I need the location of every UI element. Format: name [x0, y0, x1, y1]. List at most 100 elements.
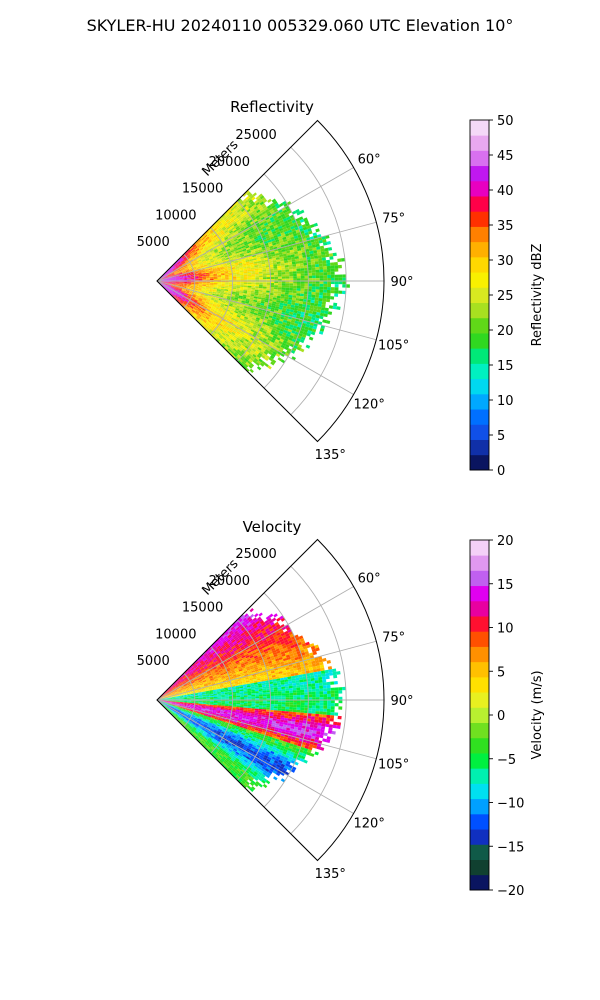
radar-cell	[217, 282, 222, 284]
radar-cell	[224, 217, 229, 222]
radar-cell	[273, 200, 278, 205]
radar-cell	[262, 220, 268, 225]
radar-cell	[197, 259, 202, 262]
radar-cell	[173, 270, 178, 273]
radar-cell	[265, 265, 270, 268]
radar-cell	[181, 269, 186, 272]
radar-cell	[301, 224, 307, 228]
radar-cell	[232, 276, 237, 279]
radar-cell	[178, 272, 183, 275]
radar-cell	[320, 251, 326, 255]
radar-cell	[250, 265, 255, 268]
radar-cell	[226, 262, 231, 265]
radar-cell	[308, 283, 313, 287]
radar-cell	[215, 236, 219, 240]
radar-cell	[277, 283, 282, 286]
radar-cell	[193, 270, 198, 273]
radar-cell	[174, 271, 178, 274]
radar-cell	[294, 237, 299, 242]
radar-cell	[164, 277, 168, 279]
radar-cell	[250, 229, 255, 233]
radar-cell	[219, 252, 224, 256]
radar-cell	[260, 216, 266, 221]
radar-cell	[342, 274, 347, 278]
radar-cell	[189, 253, 194, 256]
radar-cell	[251, 196, 256, 201]
radar-cell	[287, 218, 292, 223]
radar-cell	[243, 277, 248, 280]
radar-cell	[216, 238, 221, 242]
radar-cell	[234, 265, 239, 268]
radar-cell	[221, 257, 226, 260]
radar-cell	[241, 236, 246, 240]
radar-cell	[256, 216, 261, 221]
radar-cell	[201, 269, 205, 271]
radar-cell	[315, 263, 320, 268]
radar-cell	[251, 274, 256, 277]
radar-cell	[206, 231, 211, 236]
radar-cell	[300, 288, 305, 292]
radar-cell	[298, 257, 304, 261]
radar-cell	[274, 219, 280, 223]
radar-cell	[281, 269, 286, 273]
radar-cell	[254, 238, 259, 242]
radar-cell	[201, 242, 205, 247]
radar-cell	[171, 265, 175, 269]
radar-cell	[160, 277, 164, 280]
radar-cell	[263, 222, 269, 227]
radar-cell	[191, 263, 196, 266]
radar-cell	[288, 294, 293, 298]
radar-cell	[281, 283, 286, 286]
radar-cell	[253, 261, 258, 264]
radar-cell	[163, 275, 168, 278]
radar-cell	[311, 291, 316, 295]
radar-cell	[190, 274, 195, 276]
radar-cell	[274, 211, 280, 215]
radar-cell	[165, 271, 170, 275]
radar-cell	[254, 265, 259, 268]
radar-cell	[231, 252, 236, 256]
radar-cell	[286, 216, 291, 221]
radar-cell	[287, 259, 292, 263]
radar-cell	[197, 251, 202, 255]
radar-cell	[269, 264, 274, 268]
radar-cell	[312, 247, 317, 251]
radar-cell	[183, 277, 188, 279]
radar-cell	[247, 285, 252, 288]
radar-cell	[183, 265, 188, 268]
radar-cell	[184, 259, 189, 262]
radar-cell	[302, 226, 308, 231]
radar-cell	[225, 258, 230, 262]
radar-cell	[318, 239, 323, 244]
radar-cell	[236, 220, 241, 225]
radar-cell	[264, 214, 269, 219]
radar-cell	[195, 263, 200, 267]
radar-cell	[238, 248, 243, 252]
radar-cell	[214, 228, 218, 233]
radar-cell	[184, 267, 189, 270]
radar-cell	[245, 195, 250, 200]
radar-cell	[269, 208, 274, 213]
radar-cell	[296, 290, 301, 294]
radar-cell	[272, 232, 278, 237]
radar-cell	[246, 197, 252, 202]
radar-cell	[220, 225, 225, 229]
radar-cell	[246, 262, 251, 266]
radar-cell	[310, 299, 315, 304]
radar-cell	[249, 262, 254, 265]
radar-cell	[245, 214, 250, 219]
radar-cell	[270, 210, 275, 215]
radar-cell	[238, 249, 243, 253]
radar-cell	[233, 238, 238, 242]
radar-cell	[223, 252, 228, 256]
radar-cell	[188, 266, 193, 269]
radar-cell	[194, 261, 199, 264]
radar-cell	[208, 228, 213, 232]
radar-cell	[267, 252, 272, 256]
radar-cell	[228, 278, 233, 280]
radar-cell	[218, 235, 223, 239]
radar-cell	[257, 218, 262, 223]
radar-cell	[266, 290, 271, 293]
radar-cell	[209, 275, 214, 277]
radar-cell	[208, 256, 213, 259]
